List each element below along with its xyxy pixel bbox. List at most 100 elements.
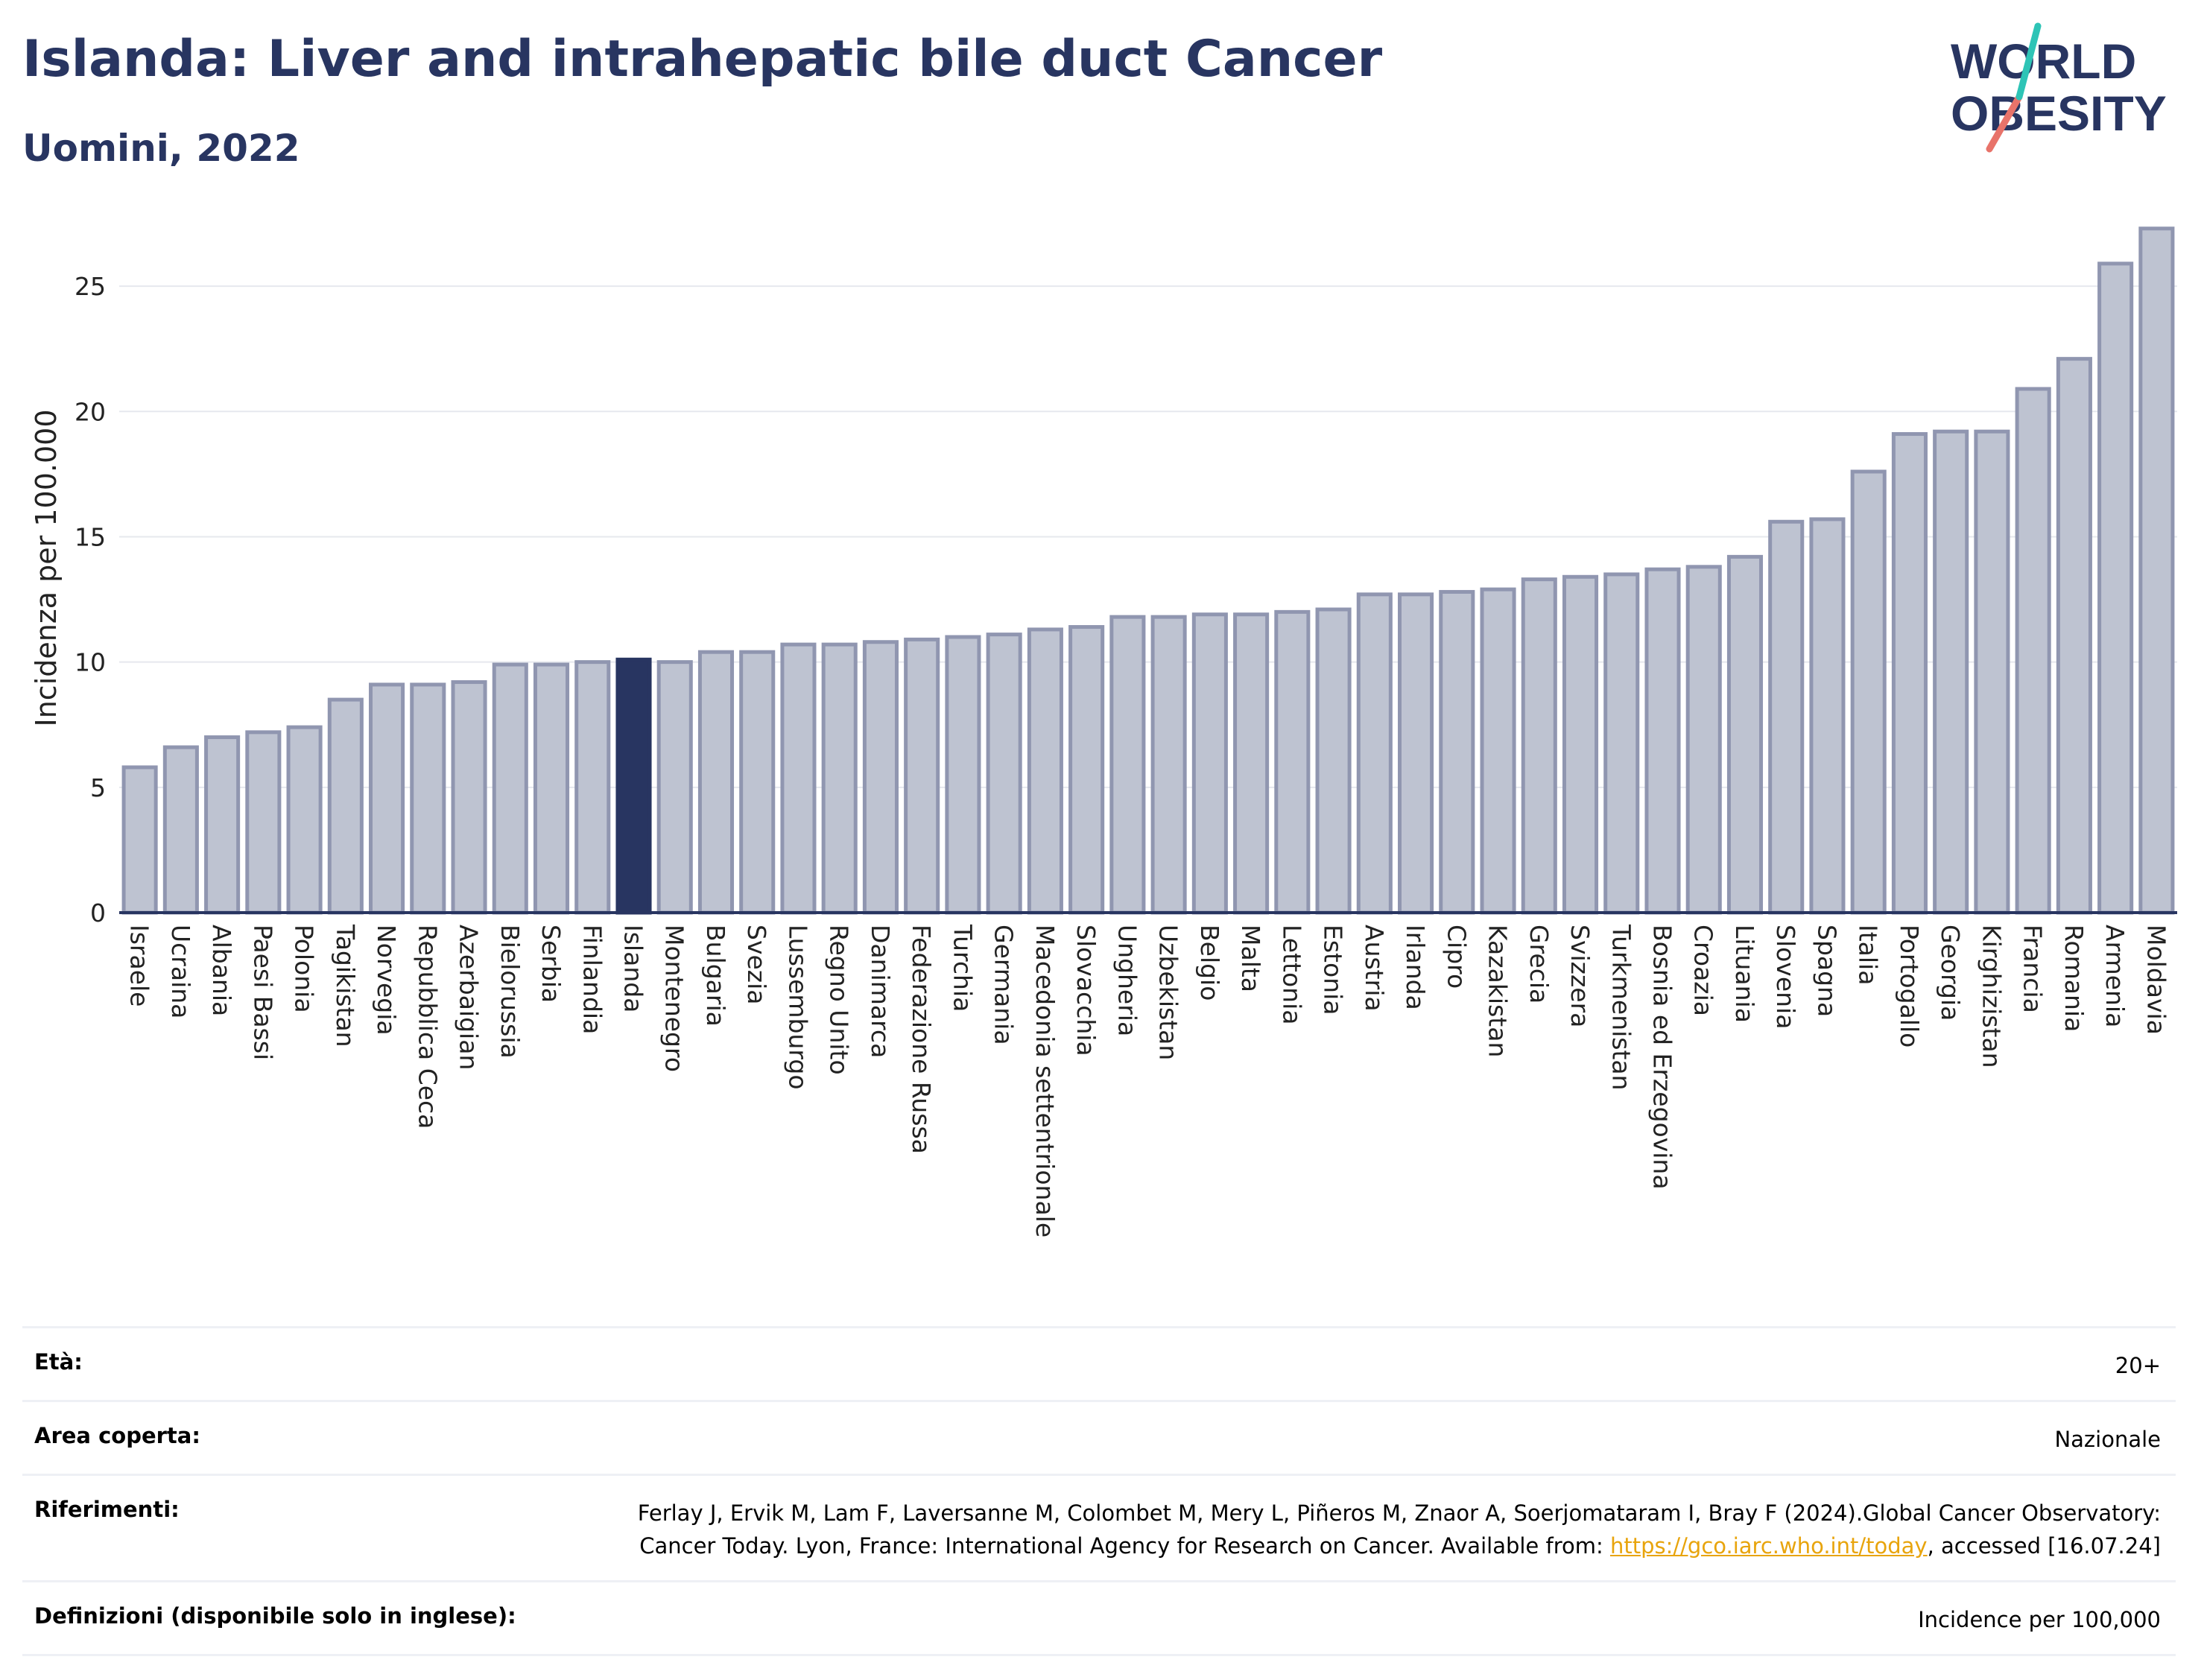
bar [574,660,611,915]
bar [739,650,776,915]
bar [2015,387,2051,915]
x-tick-label: Romania [2059,925,2089,1032]
references-link[interactable]: https://gco.iarc.who.int/today [1609,1533,1928,1559]
bar [1398,592,1434,915]
info-row-references: Riferimenti: Ferlay J, Ervik M, Lam F, L… [22,1474,2176,1580]
bar [1439,589,1475,915]
x-tick-label: Repubblica Ceca [413,925,442,1129]
bar [1974,429,2010,915]
x-tick-label: Georgia [1936,925,1965,1021]
x-tick-label: Cipro [1442,925,1471,989]
x-tick-label: Norvegia [372,925,401,1036]
y-tick-label: 15 [75,522,106,551]
x-tick-label: Ungheria [1112,925,1141,1036]
bar [121,765,158,915]
age-label: Età: [34,1349,83,1375]
bar [2056,357,2092,915]
x-tick-label: Slovenia [1771,925,1800,1029]
definitions-value: Incidence per 100,000 [1918,1607,2161,1632]
x-tick-label: Paesi Bassi [248,925,277,1060]
x-tick-label: Svizzera [1565,925,1595,1027]
bar [369,682,405,915]
info-row-age: Età: 20+ [22,1326,2176,1400]
x-tick-label: Armenia [2100,925,2129,1027]
page-title: Islanda: Liver and intrahepatic bile duc… [22,30,1383,89]
bar [904,637,940,915]
x-tick-label: Austria [1360,925,1389,1012]
bar [1191,612,1228,915]
age-value: 20+ [2115,1353,2161,1378]
x-tick-label: Islanda [619,925,648,1012]
x-tick-label: Federazione Russa [907,925,936,1154]
info-row-area: Area coperta: Nazionale [22,1400,2176,1474]
bar [1109,615,1146,915]
x-tick-label: Lussemburgo [783,925,812,1090]
x-tick-label: Bulgaria [701,925,730,1027]
x-tick-label: Kazakistan [1483,925,1513,1057]
x-tick-label: Azerbaigian [455,925,484,1070]
x-tick-label: Albania [207,925,236,1016]
y-tick-label: 5 [90,773,106,802]
logo-line2: OBESITY [1951,86,2167,141]
bar [1891,432,1928,915]
bar [451,680,487,915]
bar [1850,469,1887,915]
bar [780,642,817,915]
bar [1068,625,1105,915]
bar [1726,554,1764,915]
bar [2097,261,2134,915]
x-tick-label: Estonia [1319,925,1348,1015]
x-tick-label: Belgio [1195,925,1224,1001]
bar [286,725,323,915]
bar [1521,577,1557,915]
x-tick-label: Lituania [1730,925,1759,1023]
bar [1356,592,1393,915]
x-tick-label: Lettonia [1277,925,1306,1024]
logo-line1: WORLD [1951,34,2136,89]
references-value: Ferlay J, Ervik M, Lam F, Laversanne M, … [37,1497,2161,1562]
area-label: Area coperta: [34,1423,200,1448]
bar [204,735,241,915]
x-tick-label: Irlanda [1401,925,1430,1010]
area-value: Nazionale [2054,1427,2161,1452]
bar [1315,607,1352,915]
bar [1933,429,1969,915]
x-tick-label: Spagna [1812,925,1841,1017]
x-tick-label: Ucraina [166,925,195,1018]
bar [1233,612,1270,915]
logo-slash-teal [2015,22,2042,101]
bar [986,633,1022,915]
bar [245,730,282,915]
world-obesity-logo: WORLD OBESITY [1951,22,2167,153]
bar [1685,565,1722,915]
info-table: Età: 20+ Area coperta: Nazionale Riferim… [22,1326,2176,1656]
bar [1603,572,1640,915]
bar [615,657,652,915]
page-subtitle: Uomini, 2022 [22,127,300,170]
x-tick-label: Serbia [536,925,566,1003]
x-tick-label: Turchia [948,924,977,1012]
definitions-label: Definizioni (disponibile solo in inglese… [34,1603,516,1629]
y-tick-label: 20 [75,397,106,426]
x-tick-label: Uzbekistan [1154,925,1183,1060]
y-axis-label: Incidenza per 100.000 [30,410,63,727]
x-tick-label: Bielorussia [495,925,525,1059]
bar [1768,519,1805,915]
x-tick-label: Francia [2018,925,2048,1013]
x-tick-label: Moldavia [2141,925,2170,1035]
x-tick-label: Polonia [290,925,319,1013]
x-tick-label: Grecia [1524,925,1554,1004]
x-tick-label: Germania [989,925,1019,1045]
bar [327,697,364,915]
info-row-definitions: Definizioni (disponibile solo in inglese… [22,1580,2176,1656]
bar [1562,574,1599,915]
x-tick-label: Portogallo [1895,925,1924,1047]
x-tick-label: Tagikistan [331,924,360,1047]
x-tick-label: Slovacchia [1071,925,1101,1056]
x-tick-label: Malta [1236,925,1265,992]
x-tick-label: Montenegro [660,925,689,1072]
x-tick-label: Israele [125,925,154,1007]
x-tick-label: Croazia [1689,925,1718,1016]
references-accessed: , accessed [16.07.24] [1927,1533,2161,1559]
y-tick-label: 10 [75,648,106,677]
